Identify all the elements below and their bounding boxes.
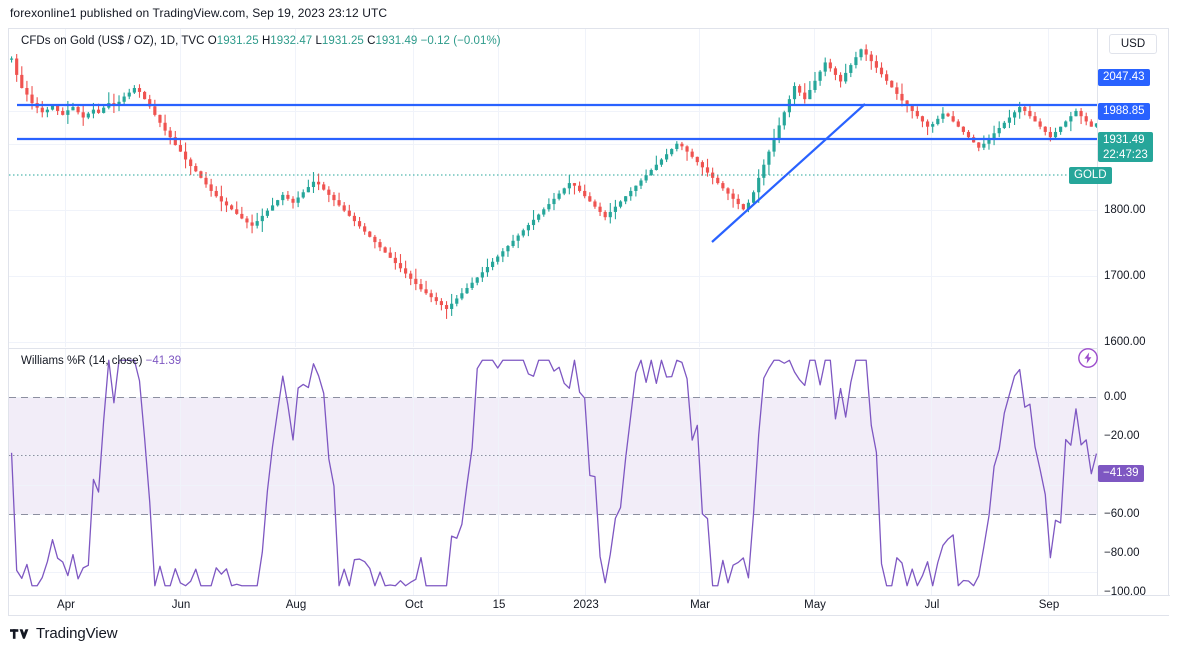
- price-badge-resistance-lower[interactable]: 1988.85: [1098, 103, 1150, 120]
- williams-legend[interactable]: Williams %R (14, close) −41.39: [21, 355, 181, 367]
- last-price-time: 22:47:23: [1103, 149, 1148, 161]
- price-tick-1800: 1800.00: [1104, 204, 1146, 216]
- price-pane[interactable]: [9, 29, 1099, 347]
- time-tick-aug: Aug: [285, 599, 307, 611]
- wr-tick-minus80: −80.00: [1104, 547, 1140, 559]
- lightning-bolt-icon[interactable]: [1077, 347, 1099, 369]
- price-tick-1600: 1600.00: [1104, 336, 1146, 348]
- price-scale[interactable]: USD 2000.00 1800.00 1700.00 1600.00 2047…: [1097, 29, 1168, 598]
- ohlc-change: −0.12 (−0.01%): [420, 35, 501, 47]
- published-bar: forexonline1 published on TradingView.co…: [0, 0, 1177, 26]
- ohlc-c-value: 1931.49: [375, 35, 418, 47]
- currency-label[interactable]: USD: [1109, 34, 1157, 54]
- williams-value-badge[interactable]: −41.39: [1098, 465, 1144, 482]
- time-tick-apr: Apr: [57, 599, 75, 611]
- time-tick-may: May: [804, 599, 826, 611]
- time-tick-oct: Oct: [405, 599, 423, 611]
- chart-frame: GOLD USD 2000.00 1800.00 1700.00 1600.00…: [8, 28, 1170, 616]
- wr-tick-minus20: −20.00: [1104, 430, 1140, 442]
- ohlc-l-label: L: [315, 35, 322, 47]
- price-gridlines: [9, 111, 1099, 343]
- time-tick-jun: Jun: [171, 599, 191, 611]
- williams-legend-value: −41.39: [145, 355, 182, 367]
- ohlc-o-value: 1931.25: [216, 35, 259, 47]
- candlestick-series: [9, 44, 1099, 319]
- price-tick-1700: 1700.00: [1104, 270, 1146, 282]
- williams-r-line: [10, 359, 1098, 587]
- symbol-title: CFDs on Gold (US$ / OZ), 1D, TVC: [21, 35, 205, 47]
- wr-tick-0: 0.00: [1104, 391, 1127, 403]
- time-tick-15: 15: [492, 599, 506, 611]
- time-tick-mar: Mar: [690, 599, 710, 611]
- price-vgridlines: [65, 29, 1049, 347]
- price-legend[interactable]: CFDs on Gold (US$ / OZ), 1D, TVC O1931.2…: [21, 35, 501, 47]
- time-axis[interactable]: Apr Jun Aug Oct 15 2023 Mar May Jul Sep: [9, 595, 1170, 615]
- last-price-badge[interactable]: 1931.49 22:47:23: [1098, 132, 1153, 162]
- ohlc-h-value: 1932.47: [270, 35, 313, 47]
- published-text: forexonline1 published on TradingView.co…: [10, 6, 388, 20]
- ascending-trendline[interactable]: [711, 103, 866, 243]
- price-chart-svg: [9, 29, 1099, 347]
- price-badge-resistance-upper[interactable]: 2047.43: [1098, 69, 1150, 86]
- time-tick-jul: Jul: [924, 599, 940, 611]
- ohlc-o-label: O: [207, 35, 217, 47]
- footer-branding: TradingView: [10, 625, 118, 642]
- ohlc-h-label: H: [261, 35, 271, 47]
- williams-legend-name: Williams %R (14, close): [21, 355, 143, 367]
- wr-tick-minus60: −60.00: [1104, 508, 1140, 520]
- williams-r-pane[interactable]: [9, 349, 1099, 597]
- tradingview-wordmark: TradingView: [36, 625, 118, 642]
- gold-symbol-tag: GOLD: [1069, 167, 1112, 184]
- williams-vgridlines: [65, 349, 1049, 597]
- pane-divider: [9, 348, 1099, 349]
- ohlc-c-label: C: [367, 35, 376, 47]
- tradingview-logo-icon: [10, 627, 30, 641]
- ohlc-l-value: 1931.25: [321, 35, 364, 47]
- last-price-value: 1931.49: [1103, 134, 1145, 146]
- time-tick-2023: 2023: [573, 599, 599, 611]
- time-tick-sep: Sep: [1038, 599, 1060, 611]
- williams-r-svg: [9, 349, 1099, 597]
